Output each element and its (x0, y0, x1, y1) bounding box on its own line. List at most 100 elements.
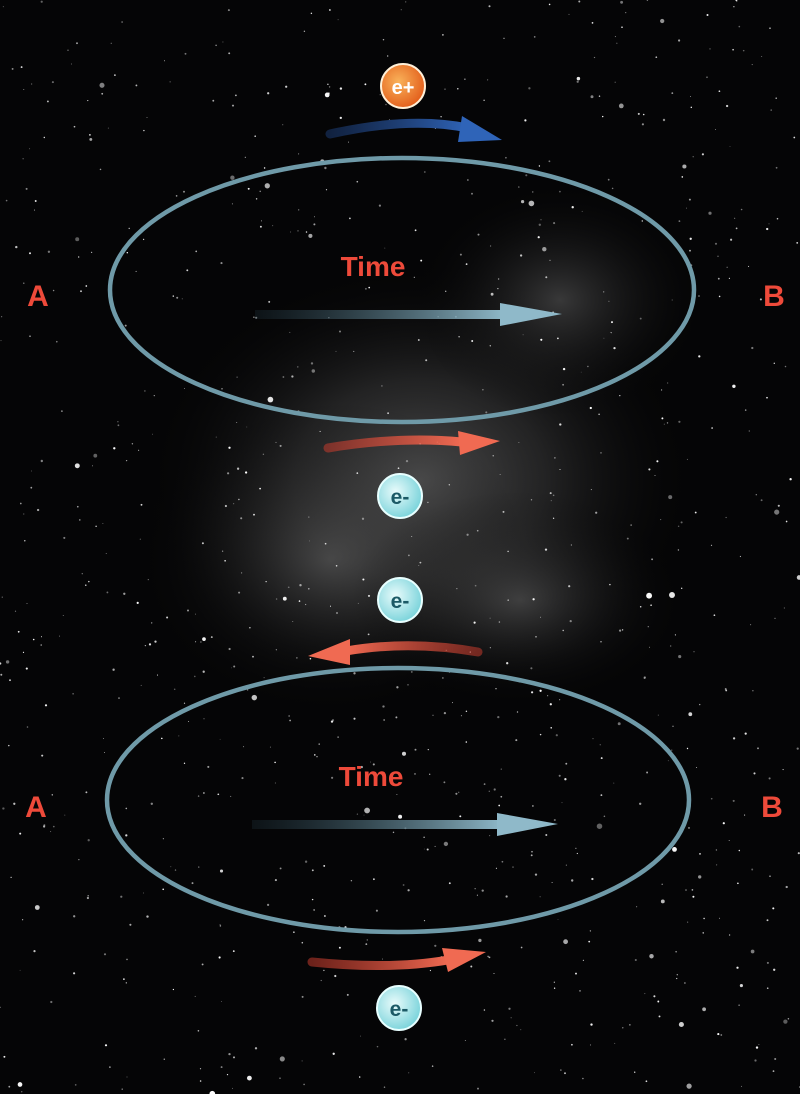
star (503, 37, 505, 39)
star (52, 825, 55, 828)
star (423, 920, 426, 922)
point-b-label-bottom: B (761, 791, 783, 824)
star (113, 447, 116, 450)
star (186, 269, 189, 272)
star (772, 907, 775, 910)
star (488, 5, 491, 8)
star (552, 494, 555, 497)
star (224, 560, 226, 562)
star (138, 449, 140, 451)
star (8, 1085, 11, 1088)
star (95, 525, 97, 527)
star (783, 607, 785, 609)
star (491, 1019, 494, 1022)
star (231, 203, 233, 205)
star (492, 455, 494, 457)
star (263, 677, 265, 679)
star (477, 1087, 479, 1090)
star (382, 705, 385, 708)
electron-particle-middle: e- (377, 577, 423, 623)
star (610, 332, 612, 334)
star (103, 738, 105, 740)
star (314, 754, 316, 756)
star (262, 453, 265, 455)
star (282, 124, 284, 126)
star (92, 465, 94, 467)
electron-label-bottom: e- (390, 998, 409, 1021)
star (502, 510, 505, 513)
star (456, 588, 458, 590)
star (611, 187, 614, 190)
star (689, 96, 691, 97)
star (370, 761, 371, 763)
star (241, 777, 244, 780)
star (244, 156, 246, 158)
star (407, 684, 409, 686)
time-direction-arrow-bottom (252, 813, 558, 836)
star (275, 441, 277, 443)
star (246, 426, 248, 428)
star (325, 189, 328, 191)
star (156, 674, 159, 676)
star (105, 552, 107, 554)
star (797, 852, 800, 855)
star (87, 100, 89, 102)
star (289, 719, 291, 722)
star (301, 1060, 303, 1062)
star (253, 513, 255, 516)
star (330, 720, 334, 723)
star (304, 603, 307, 606)
star (186, 609, 190, 612)
star (460, 715, 462, 717)
star (279, 1077, 281, 1080)
star (184, 388, 185, 389)
star (666, 422, 669, 424)
star (112, 668, 115, 671)
star (569, 619, 572, 623)
star (571, 1043, 573, 1046)
star (197, 795, 200, 797)
star (448, 484, 450, 486)
star (364, 807, 370, 814)
star (734, 217, 736, 219)
star (598, 413, 600, 416)
star (200, 641, 202, 643)
star (121, 1088, 123, 1090)
star (388, 118, 390, 121)
star (365, 943, 368, 946)
star (565, 864, 567, 866)
star (725, 689, 728, 692)
star (718, 917, 721, 919)
star (735, 227, 738, 230)
star (542, 247, 547, 252)
star (203, 792, 205, 794)
star (219, 738, 221, 740)
star (530, 854, 533, 857)
star (126, 958, 128, 961)
star (30, 83, 33, 85)
star (580, 371, 582, 373)
star (620, 0, 624, 4)
star (87, 839, 90, 842)
star (535, 636, 537, 638)
star (773, 968, 776, 971)
star (13, 802, 16, 805)
star (194, 675, 196, 678)
star (125, 459, 128, 462)
star (667, 760, 669, 762)
star (676, 977, 678, 980)
electron-label-middle: e- (391, 590, 410, 613)
star (337, 19, 339, 21)
star (40, 292, 42, 295)
star (634, 1071, 636, 1073)
star (686, 1083, 692, 1089)
star (600, 452, 602, 454)
star (457, 791, 460, 794)
star (174, 869, 177, 871)
star (766, 227, 769, 231)
star (728, 934, 731, 936)
star (685, 889, 687, 891)
star (93, 453, 98, 458)
star (497, 715, 500, 719)
